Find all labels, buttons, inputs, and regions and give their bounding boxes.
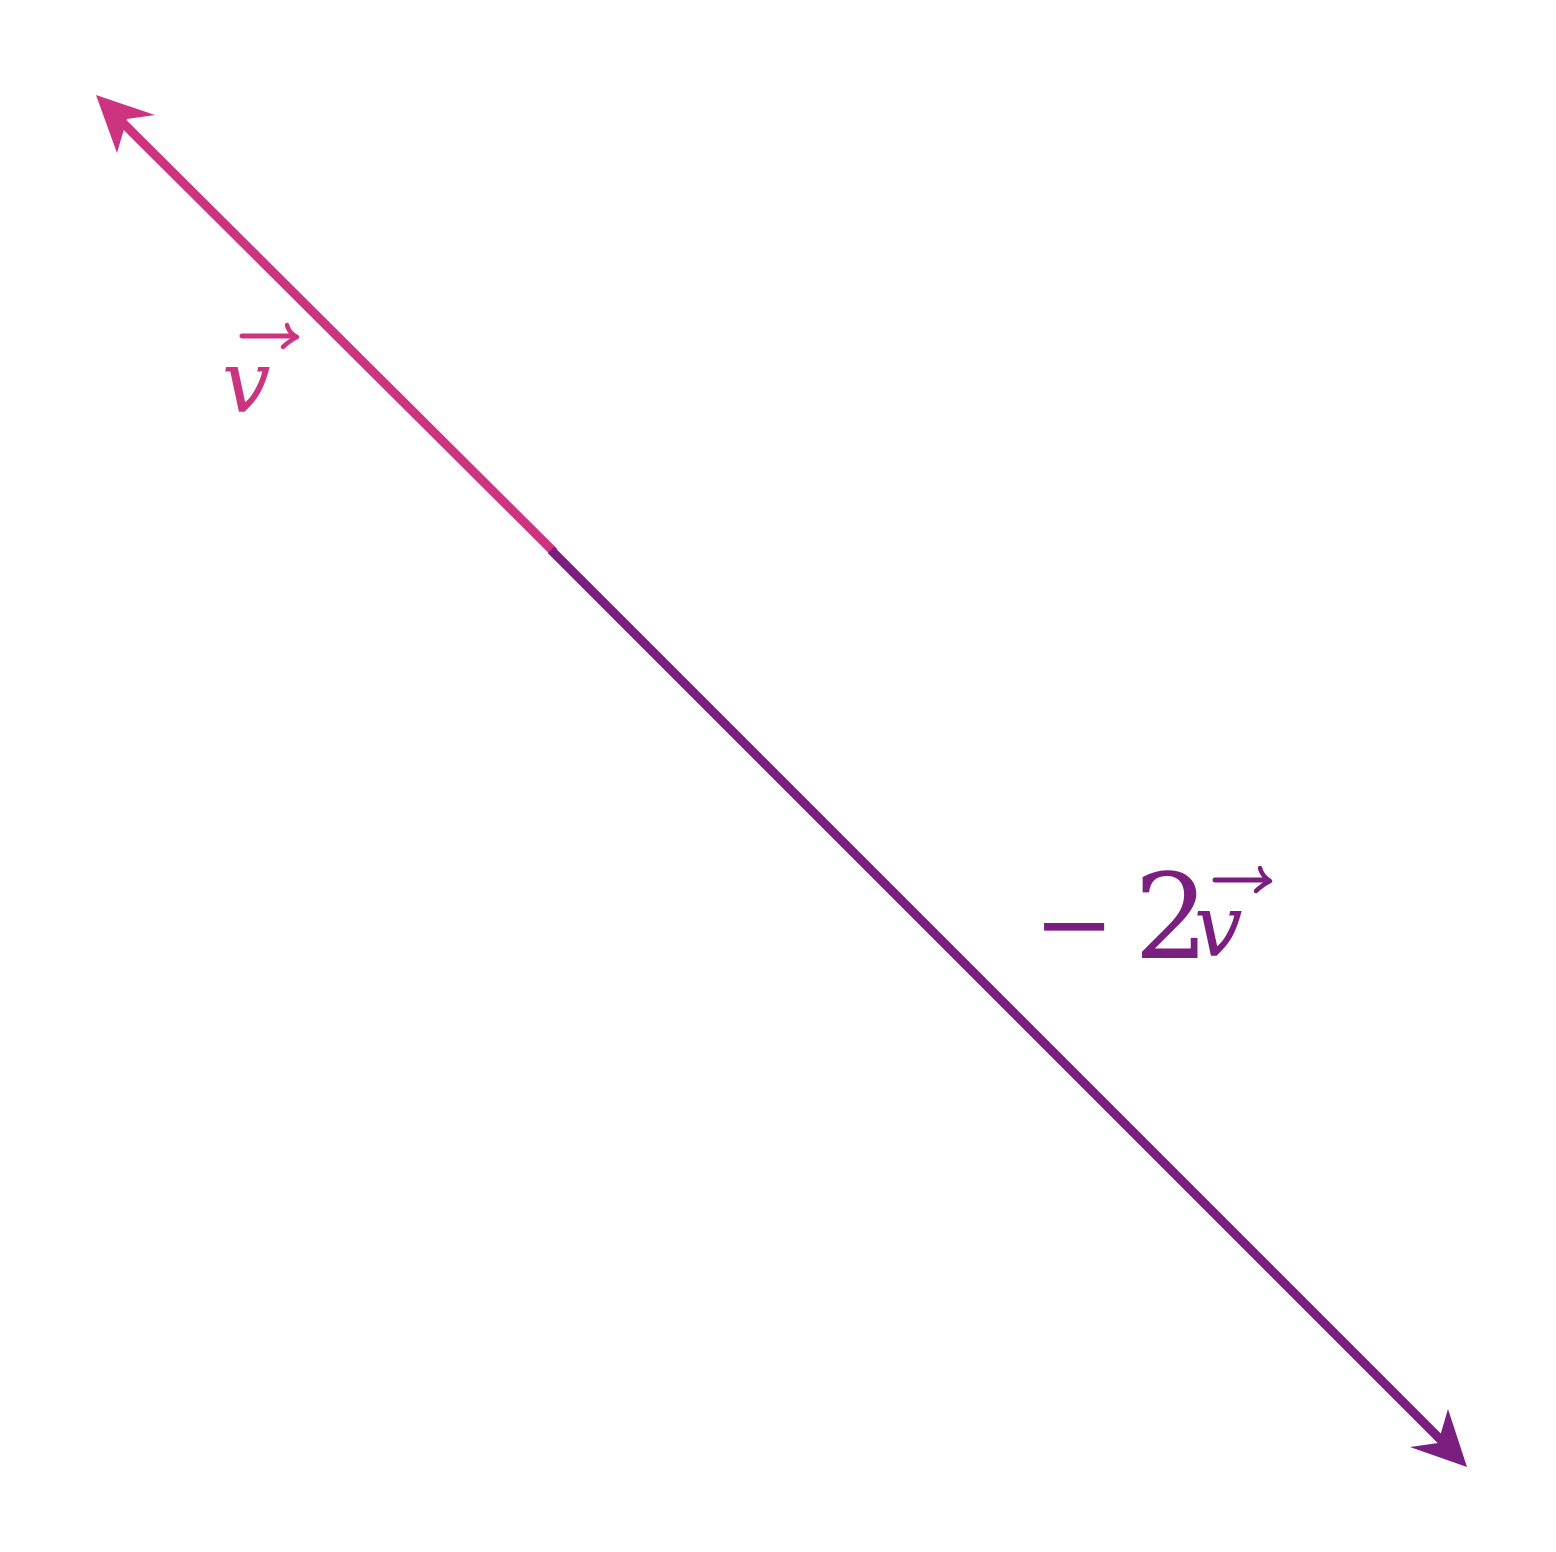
vector-neg2v <box>547 546 1467 1467</box>
label-neg2v-sign: − <box>1034 868 1114 980</box>
label-v-symbol: v <box>222 333 271 433</box>
label-neg2v-symbol: v <box>1194 877 1243 977</box>
vector-v-shaft <box>116 116 558 556</box>
label-v-arrow-icon <box>239 322 300 350</box>
vector-neg2v-shaft <box>547 546 1447 1446</box>
label-neg2v-arrow-icon <box>1212 865 1273 894</box>
label-neg2v-coefficient: 2 <box>1134 848 1209 986</box>
label-v: v <box>222 322 300 433</box>
vector-v-arrowhead <box>96 95 155 153</box>
label-neg2v: − 2 v <box>1034 848 1273 986</box>
vector-v <box>96 95 558 556</box>
vector-neg2v-arrowhead <box>1410 1409 1467 1467</box>
